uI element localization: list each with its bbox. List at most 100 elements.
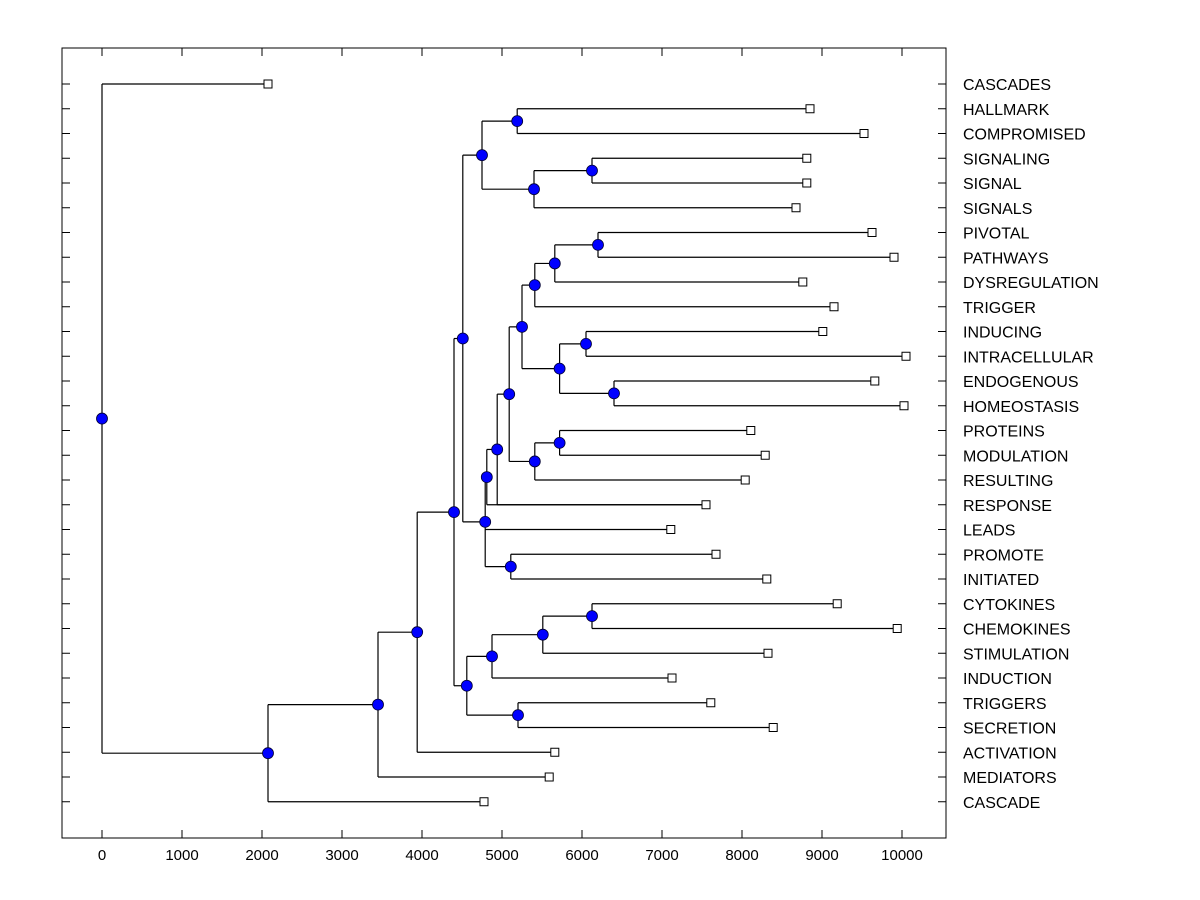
leaf-label: RESPONSE (963, 498, 1052, 515)
x-tick-label: 10000 (881, 847, 923, 864)
node-marker (586, 164, 598, 177)
leaf-marker (832, 599, 842, 609)
leaf-label: PIVOTAL (963, 226, 1029, 243)
node-marker (528, 455, 541, 468)
node-marker (592, 238, 604, 251)
leaf-marker (798, 277, 808, 287)
leaf-marker (740, 475, 750, 485)
leaf-marker (889, 252, 899, 262)
leaf-marker (867, 228, 877, 237)
leaf-label: STIMULATION (963, 646, 1069, 663)
x-tick-label: 3000 (325, 847, 358, 864)
plot-frame (61, 47, 947, 839)
leaf-marker (746, 426, 756, 435)
leaf-label: SIGNALING (963, 151, 1050, 168)
node-marker (411, 626, 424, 639)
leaf-label: DYSREGULATION (963, 275, 1099, 292)
leaf-label: HALLMARK (963, 102, 1050, 119)
node-marker (480, 471, 493, 483)
node-marker (512, 709, 524, 722)
leaf-label: SIGNALS (963, 201, 1032, 218)
node-marker (548, 257, 561, 270)
leaf-marker (829, 302, 839, 312)
node-marker (262, 747, 274, 760)
leaf-marker (667, 673, 677, 683)
node-marker (456, 332, 469, 345)
leaf-marker (666, 525, 676, 534)
leaf-marker (263, 79, 273, 89)
node-marker (504, 560, 517, 573)
node-marker (479, 515, 492, 528)
node-marker (486, 650, 498, 663)
x-tick-label: 0 (98, 847, 106, 864)
leaf-marker (791, 203, 801, 213)
leaf-marker (818, 327, 828, 336)
leaf-marker (892, 624, 902, 633)
leaf-label: CASCADES (963, 77, 1051, 94)
branches (101, 83, 906, 803)
leaf-label: SIGNAL (963, 176, 1022, 193)
node-marker (503, 388, 516, 401)
node-marker (608, 387, 620, 400)
x-tick-label: 5000 (485, 847, 518, 864)
leaf-label: ACTIVATION (963, 745, 1057, 762)
leaf-marker (802, 153, 812, 163)
leaf-label: INTRACELLULAR (963, 349, 1094, 366)
y-axis-ticks (62, 83, 70, 803)
leaf-label: MEDIATORS (963, 770, 1057, 787)
leaf-label: CASCADE (963, 795, 1040, 812)
leaf-marker (768, 723, 778, 732)
leaf-label: INDUCTION (963, 671, 1052, 688)
leaf-label: CHEMOKINES (963, 622, 1071, 639)
x-tick-label: 6000 (565, 847, 598, 864)
leaf-label: LEADS (963, 523, 1015, 540)
leaf-label: TRIGGERS (963, 696, 1047, 713)
leaf-label: TRIGGER (963, 300, 1036, 317)
node-marker (460, 679, 473, 692)
node-marker (586, 610, 598, 623)
leaf-marker (711, 549, 721, 559)
node-marker (516, 320, 528, 333)
node-marker (528, 279, 541, 291)
node-marker (476, 149, 488, 162)
leaf-label: PROTEINS (963, 424, 1045, 441)
node-marker (448, 506, 460, 519)
x-tick-label: 1000 (165, 847, 198, 864)
leaf-labels: CASCADES HALLMARK COMPROMISED SIGNALING SIGN… (963, 77, 1099, 812)
leaf-label: SECRETION (963, 721, 1056, 738)
leaf-marker (859, 129, 869, 138)
node-marker (96, 412, 108, 425)
leaf-label: COMPROMISED (963, 127, 1086, 144)
leaf-marker (763, 648, 773, 658)
leaf-label: CYTOKINES (963, 597, 1055, 614)
leaf-marker (760, 450, 770, 460)
leaf-marker (479, 797, 489, 807)
leaf-label: PATHWAYS (963, 250, 1049, 267)
leaf-label: RESULTING (963, 473, 1053, 490)
leaf-label: ENDOGENOUS (963, 374, 1079, 391)
leaf-marker (544, 772, 554, 782)
leaf-label: HOMEOSTASIS (963, 399, 1079, 416)
node-marker (372, 698, 384, 711)
leaf-marker (550, 747, 560, 757)
x-tick-label: 2000 (245, 847, 278, 864)
x-tick-label: 9000 (805, 847, 838, 864)
leaf-marker (899, 401, 909, 411)
node-marker (491, 443, 504, 456)
leaf-markers (263, 79, 911, 807)
node-marker (580, 337, 592, 350)
leaf-marker (762, 574, 772, 584)
leaf-label: MODULATION (963, 448, 1068, 465)
x-tick-label: 7000 (645, 847, 678, 864)
node-marker (528, 183, 540, 196)
right-axis-ticks (938, 83, 946, 803)
leaf-marker (901, 351, 911, 361)
leaf-marker (802, 178, 812, 188)
leaf-marker (805, 104, 815, 114)
node-marker (553, 362, 566, 375)
node-markers (96, 115, 620, 760)
x-tick-label: 4000 (405, 847, 438, 864)
leaf-label: PROMOTE (963, 547, 1044, 564)
leaf-marker (701, 500, 711, 510)
leaf-label: INITIATED (963, 572, 1039, 589)
